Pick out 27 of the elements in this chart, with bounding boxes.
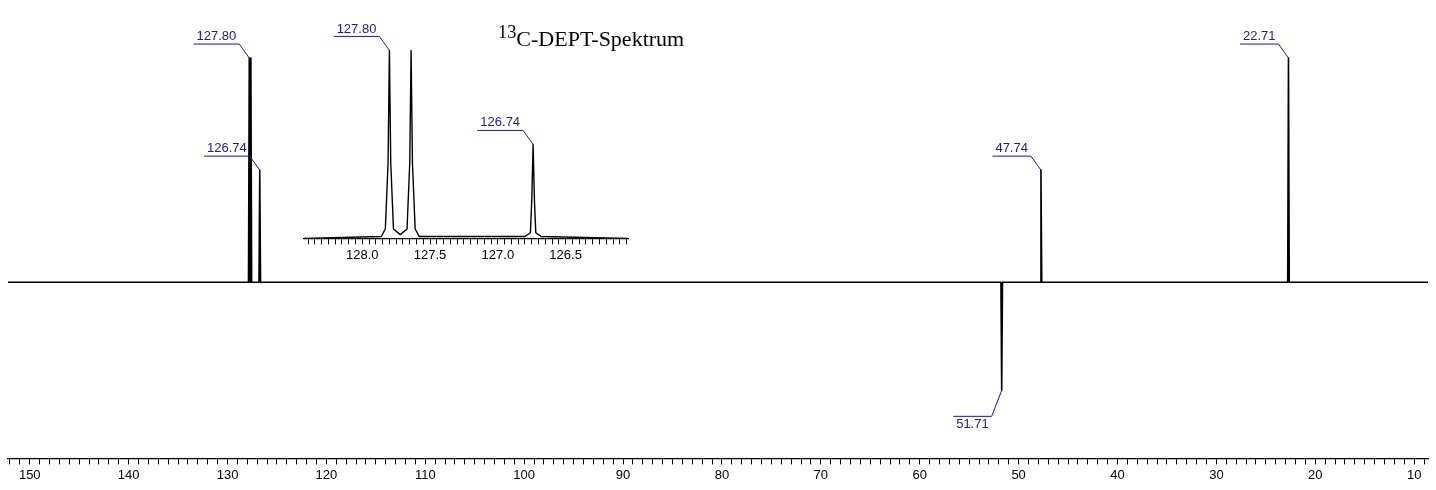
x-tick-label: 150 [18, 466, 41, 482]
annotation: 51.71 [956, 416, 989, 432]
x-tick-label: 127.5 [413, 246, 447, 262]
x-tick-label: 140 [117, 466, 140, 482]
x-tick-label: 50 [1011, 466, 1026, 482]
annotation: 47.74 [995, 140, 1028, 156]
x-tick-label: 80 [714, 466, 730, 482]
x-tick-label: 10 [1406, 466, 1422, 482]
x-tick-label: 128.0 [346, 246, 379, 262]
x-tick-label: 70 [813, 466, 829, 482]
x-tick-label: 127.0 [481, 246, 515, 262]
chart-title: $^{13}$C-DEPT-Spektrum [498, 22, 685, 53]
annotation: 127.80 [336, 20, 377, 36]
x-tick-label: 130 [216, 466, 239, 482]
x-tick-label: 20 [1308, 466, 1323, 482]
x-tick-label: 60 [912, 466, 927, 482]
x-tick-label: 90 [615, 466, 631, 482]
annotation: 22.71 [1242, 28, 1276, 44]
x-tick-label: 120 [315, 466, 338, 482]
annotation: 126.74 [480, 114, 521, 130]
x-tick-label: 30 [1209, 466, 1224, 482]
x-tick-label: 100 [513, 466, 536, 482]
x-tick-label: 110 [414, 466, 436, 482]
annotation: 126.74 [207, 140, 247, 156]
x-tick-label: 40 [1110, 466, 1125, 482]
annotation: 127.80 [196, 28, 237, 44]
x-tick-label: 126.5 [549, 246, 582, 262]
